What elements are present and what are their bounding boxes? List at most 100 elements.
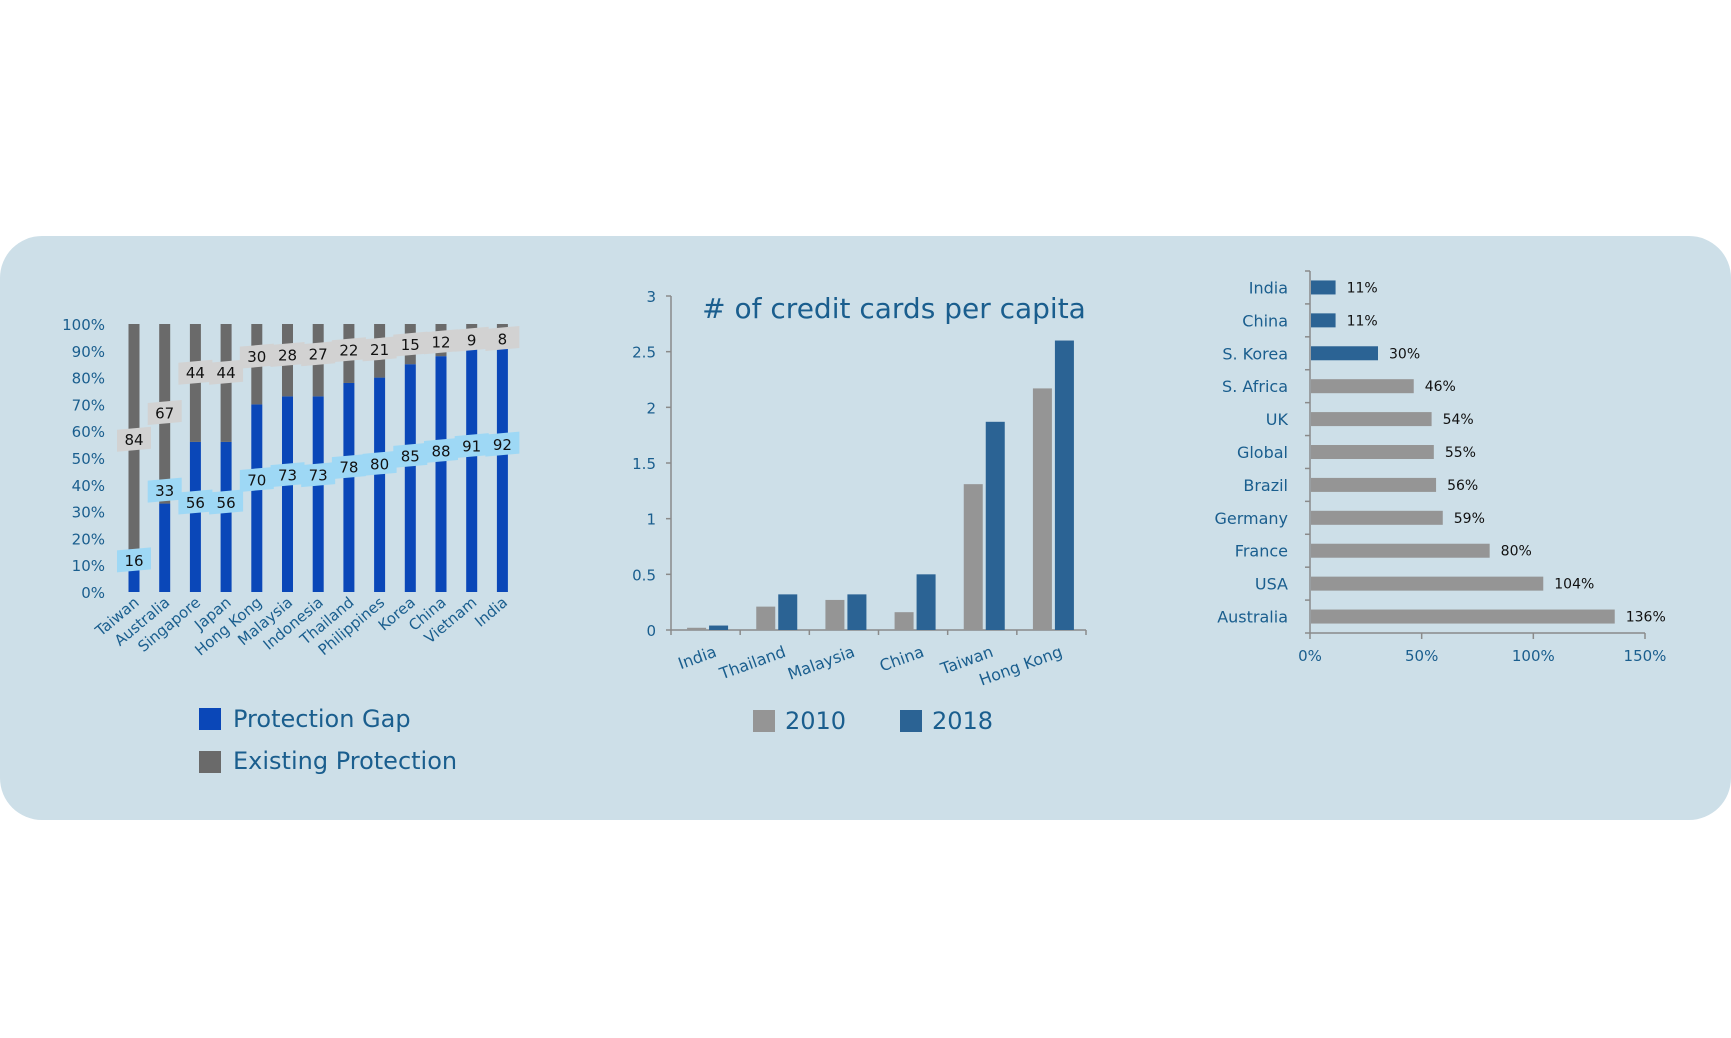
gap-data-label: 70 (247, 471, 266, 489)
bar-2018 (778, 594, 798, 630)
gap-data-label: 88 (431, 442, 450, 460)
bar-2010 (963, 484, 983, 630)
existing-data-label: 22 (339, 342, 358, 360)
y-tick-label: 2.5 (632, 344, 656, 362)
y-tick-label: Australia (1217, 608, 1288, 627)
existing-data-label: 9 (467, 331, 477, 349)
bar-2018 (847, 594, 867, 630)
legend-label-existing-protection: Existing Protection (233, 747, 457, 775)
bar-protection-gap (282, 396, 293, 592)
hbar (1311, 477, 1437, 492)
y-tick-label: S. Korea (1222, 344, 1288, 363)
hbar (1311, 576, 1544, 591)
gap-data-label: 80 (370, 455, 389, 473)
x-tick-label: India (676, 642, 719, 673)
gap-data-label: 73 (309, 467, 328, 485)
existing-label-tag (424, 329, 458, 355)
y-tick-label: 70% (72, 396, 105, 414)
x-tick-label: 100% (1512, 647, 1555, 665)
gap-data-label: 56 (186, 494, 205, 512)
existing-data-label: 27 (309, 346, 328, 364)
x-tick-label: India (471, 593, 511, 630)
hbar (1311, 379, 1414, 394)
existing-label-tag (485, 325, 520, 351)
gap-data-label: 91 (462, 438, 481, 456)
y-tick-label: 80% (72, 370, 105, 388)
y-tick-label: Global (1237, 443, 1288, 462)
hbar-value-label: 11% (1347, 280, 1378, 296)
y-tick-label: China (1242, 311, 1288, 330)
existing-label-tag (239, 343, 274, 369)
hbar-value-label: 46% (1425, 379, 1456, 395)
y-tick-label: 1.5 (632, 455, 656, 473)
y-tick-label: UK (1266, 410, 1289, 429)
existing-label-tag (454, 326, 489, 352)
y-tick-label: Germany (1214, 509, 1288, 528)
y-tick-label: 2 (646, 399, 656, 417)
existing-label-tag (209, 359, 244, 385)
y-tick-label: 40% (72, 477, 105, 495)
y-tick-label: India (1249, 278, 1288, 297)
legend-swatch-existing-protection (199, 751, 221, 773)
bar-2018 (916, 574, 936, 630)
gap-label-tag (362, 450, 397, 476)
x-tick-label: 50% (1405, 647, 1438, 665)
bar-protection-gap (251, 404, 263, 592)
gap-label-tag (393, 442, 428, 468)
chart-title: # of credit cards per capita (702, 292, 1086, 325)
x-tick-label: Malaysia (785, 642, 857, 684)
bar-protection-gap (374, 377, 386, 592)
gap-label-tag (331, 454, 366, 480)
hbar (1311, 280, 1336, 295)
x-tick-label: 150% (1624, 647, 1667, 665)
legend-label-2010: 2010 (785, 707, 846, 735)
y-tick-label: France (1235, 542, 1288, 561)
y-tick-label: 20% (72, 530, 105, 548)
bar-2010 (894, 612, 914, 630)
x-tick-label: 0% (1298, 647, 1322, 665)
hbar-value-label: 30% (1389, 346, 1420, 362)
gap-data-label: 78 (339, 459, 358, 477)
x-tick-label: Thailand (716, 642, 788, 684)
y-tick-label: Brazil (1243, 476, 1288, 495)
bar-protection-gap (435, 356, 447, 592)
bar-protection-gap (189, 441, 201, 592)
gap-data-label: 33 (155, 482, 174, 500)
gap-label-tag (178, 489, 213, 515)
existing-label-tag (393, 331, 428, 357)
hbar (1311, 510, 1443, 525)
y-tick-label: USA (1255, 575, 1288, 594)
hbar (1311, 543, 1490, 558)
y-tick-label: 90% (72, 343, 105, 361)
existing-label-tag (117, 426, 151, 452)
gap-label-tag (454, 433, 489, 459)
hbar (1311, 445, 1434, 459)
hbar-value-label: 136% (1626, 610, 1666, 626)
gap-label-tag (270, 462, 305, 488)
existing-data-label: 8 (498, 330, 508, 348)
existing-data-label: 44 (186, 364, 205, 382)
bar-2018 (985, 421, 1005, 630)
bar-protection-gap (159, 503, 171, 592)
hbar-value-label: 80% (1501, 544, 1532, 560)
gap-data-label: 73 (278, 467, 297, 485)
existing-label-tag (270, 342, 305, 368)
gap-label-tag (117, 547, 151, 573)
bar-2018 (709, 625, 729, 630)
gap-data-label: 85 (401, 447, 420, 465)
bar-2018 (1054, 340, 1074, 630)
gap-label-tag (485, 431, 520, 457)
hbar (1311, 346, 1378, 361)
hbar-value-label: 11% (1347, 313, 1378, 329)
legend-swatch-2010 (753, 710, 775, 732)
existing-label-tag (331, 337, 366, 363)
y-tick-label: 60% (72, 423, 105, 441)
legend-swatch-protection-gap (199, 708, 221, 730)
hbar (1311, 609, 1615, 624)
bar-protection-gap (220, 441, 232, 592)
existing-data-label: 44 (217, 364, 236, 382)
existing-label-tag (301, 341, 336, 367)
legend-label-2018: 2018 (932, 707, 993, 735)
existing-data-label: 12 (431, 334, 450, 352)
